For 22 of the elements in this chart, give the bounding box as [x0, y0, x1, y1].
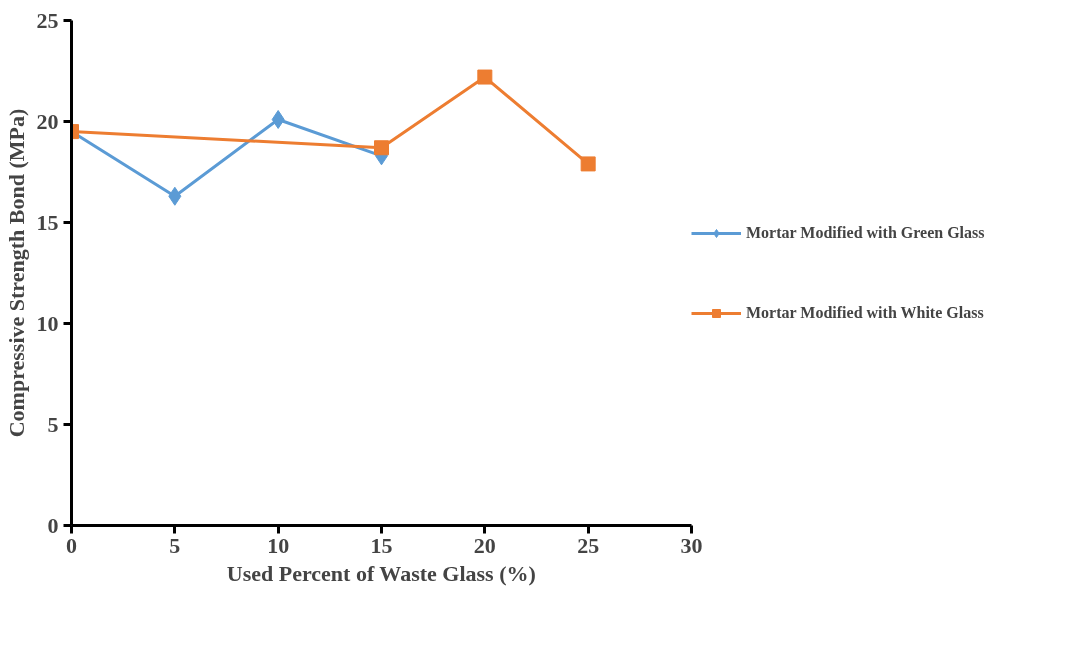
point	[477, 69, 493, 85]
x-tick-label: 20	[473, 532, 496, 558]
y-tick-label: 0	[47, 512, 59, 538]
x-tick-label: 0	[66, 532, 77, 558]
point	[271, 109, 285, 129]
x-tick-label: 5	[169, 532, 181, 558]
x-axis-title: Used Percent of Waste Glass (%)	[226, 560, 536, 586]
point	[580, 156, 596, 172]
x-tick-label: 15	[370, 532, 393, 558]
point	[168, 186, 182, 206]
y-tick-label: 10	[36, 310, 59, 336]
y-tick-label: 25	[36, 7, 59, 33]
x-tick-label: 25	[577, 532, 600, 558]
y-axis-title: Compressive Strength Bond (MPa)	[3, 108, 29, 438]
legend-label: Mortar Modified with White Glass	[746, 303, 984, 322]
x-tick-label: 10	[267, 532, 290, 558]
y-tick-label: 5	[47, 411, 59, 437]
point	[374, 140, 389, 156]
legend-label: Mortar Modified with Green Glass	[746, 223, 985, 242]
y-tick-label: 20	[36, 108, 59, 134]
x-tick-label: 30	[680, 532, 703, 558]
y-tick-label: 15	[36, 209, 59, 235]
